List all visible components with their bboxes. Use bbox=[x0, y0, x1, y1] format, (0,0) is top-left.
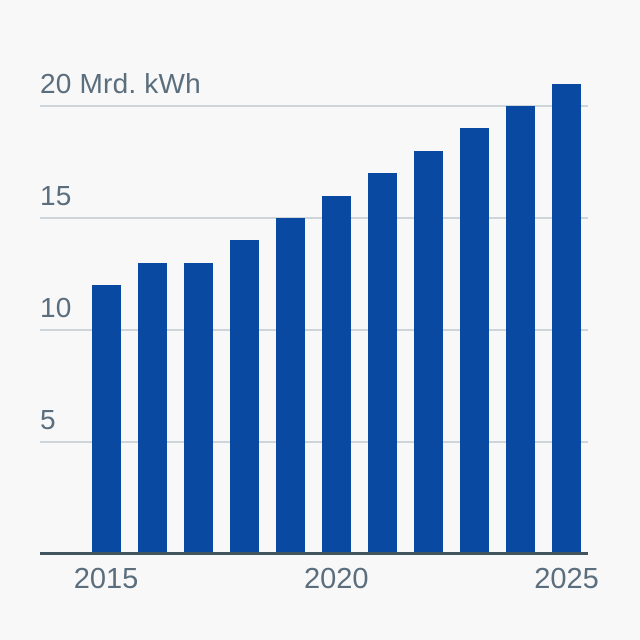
gridline-y-5 bbox=[40, 440, 588, 443]
bar-2017[interactable] bbox=[183, 262, 213, 554]
x-axis-tick-label: 2025 bbox=[534, 563, 599, 595]
y-axis-tick-label: 10 bbox=[40, 291, 72, 323]
bar-2019[interactable] bbox=[275, 217, 305, 554]
x-axis-tick-label: 2015 bbox=[73, 563, 139, 595]
bar-2025[interactable] bbox=[552, 83, 581, 554]
bar-2020[interactable] bbox=[321, 195, 351, 554]
bar-2024[interactable] bbox=[505, 106, 535, 554]
bar-2021[interactable] bbox=[367, 173, 397, 554]
y-axis-tick-label: 5 bbox=[40, 403, 56, 435]
bar-2015[interactable] bbox=[91, 285, 121, 554]
bar-2022[interactable] bbox=[413, 150, 443, 554]
gridline-y-15 bbox=[40, 216, 588, 219]
gridline-y-10 bbox=[40, 328, 588, 331]
y-axis-tick-label: 20 Mrd. kWh bbox=[40, 68, 201, 99]
x-axis-line bbox=[40, 552, 588, 555]
x-axis-tick-label: 2020 bbox=[303, 563, 369, 595]
bar-2018[interactable] bbox=[229, 240, 259, 554]
y-axis-tick-label: 15 bbox=[40, 179, 72, 211]
bar-2016[interactable] bbox=[137, 262, 167, 554]
gridline-y-20 bbox=[40, 105, 588, 107]
bar-2023[interactable] bbox=[459, 128, 489, 554]
